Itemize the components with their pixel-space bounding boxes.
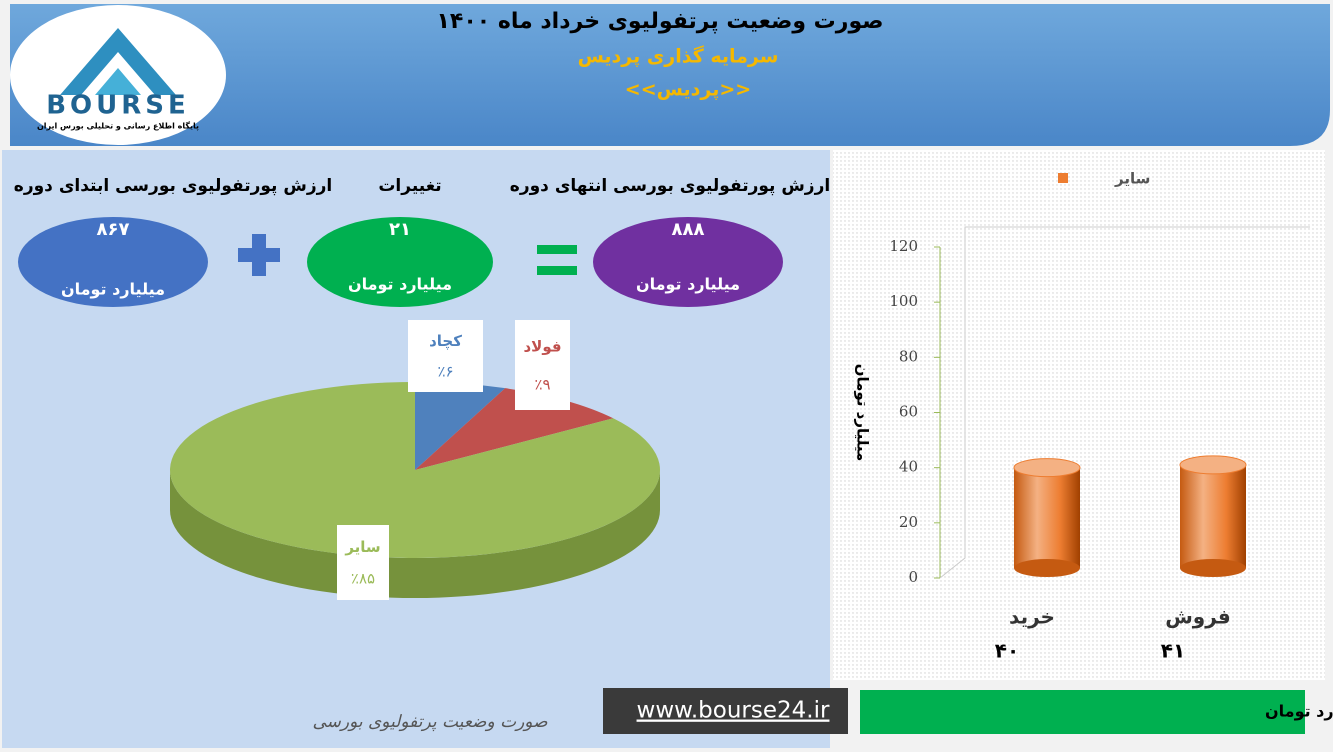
pie-slice bbox=[169, 382, 660, 558]
right-panel bbox=[833, 150, 1325, 680]
pie-label-box bbox=[408, 320, 483, 392]
bar-bottom bbox=[1180, 559, 1246, 577]
logo-shape bbox=[95, 68, 141, 95]
change-ellipse bbox=[307, 217, 493, 307]
profit-text: سود حاصل از واگذاری سهام: ۶میلیارد تومان bbox=[1265, 702, 1333, 721]
bar-top bbox=[1013, 458, 1081, 478]
y-tick-label: 0 bbox=[908, 568, 918, 586]
pie-value-label: ٪۶ bbox=[437, 362, 453, 380]
start-ellipse bbox=[18, 217, 208, 307]
start-label: ارزش پورتفولیوی بورسی ابتدای دوره bbox=[14, 176, 332, 196]
charts: کچاد ٪۶ فولاد ٪۹ سایر ٪۸۵ 0 20 40 60 80 100 120 میلیا… bbox=[169, 170, 1310, 663]
y-axis-label: میلیارد تومان bbox=[854, 364, 872, 462]
end-value: ۸۸۸ bbox=[672, 219, 705, 240]
profit-box bbox=[860, 690, 1305, 734]
pie-label-box bbox=[515, 320, 570, 410]
pie-value-label: ٪۸۵ bbox=[351, 570, 375, 588]
bar bbox=[1014, 467, 1080, 568]
title: صورت وضعیت پرتفولیوی خرداد ماه ۱۴۰۰ bbox=[436, 9, 883, 34]
website-box bbox=[603, 688, 848, 734]
website: www.bourse24.ir bbox=[637, 698, 830, 724]
end-unit: میلیارد تومان bbox=[636, 275, 740, 294]
pie-label: سایر bbox=[344, 538, 380, 556]
y-tick-label: 40 bbox=[899, 458, 918, 476]
pie-label-box bbox=[337, 525, 389, 600]
change-value: ۲۱ bbox=[389, 219, 411, 240]
logo-shape bbox=[60, 28, 176, 95]
y-tick-label: 120 bbox=[889, 237, 918, 255]
subtitle: سرمایه گذاری پردیس bbox=[578, 45, 779, 68]
bar-value-label: ۴۰ bbox=[995, 639, 1019, 663]
x-tick-label: فروش bbox=[1165, 605, 1231, 629]
back-wall bbox=[939, 226, 1310, 579]
y-tick-label: 60 bbox=[899, 403, 918, 421]
legend-swatch bbox=[1058, 173, 1068, 183]
logo-text: BOURSE bbox=[46, 91, 190, 121]
change-unit: میلیارد تومان bbox=[348, 275, 452, 294]
symbol: <<پردیس>> bbox=[625, 79, 751, 101]
equals-sign bbox=[537, 245, 577, 254]
x-tick-label: خرید bbox=[1009, 605, 1055, 629]
bar-bottom bbox=[1014, 559, 1080, 577]
pie-label: فولاد bbox=[523, 338, 561, 356]
footer-caption: صورت وضعیت پرتفولیوی بورسی bbox=[312, 712, 548, 732]
bar-value-label: ۴۱ bbox=[1161, 639, 1185, 663]
change-label: تغییرات bbox=[378, 176, 441, 196]
start-unit: میلیارد تومان bbox=[61, 280, 165, 299]
header-band bbox=[10, 4, 1330, 146]
bar bbox=[1180, 464, 1246, 568]
pie-value-label: ٪۹ bbox=[534, 375, 550, 393]
logo-caption: پایگاه اطلاع رسانی و تحلیلی بورس ایران bbox=[37, 121, 199, 132]
pie-label: کچاد bbox=[429, 332, 462, 351]
legend-label: سایر bbox=[1114, 170, 1150, 188]
y-tick-label: 80 bbox=[899, 347, 918, 365]
bar-top bbox=[1179, 455, 1247, 475]
equals-sign bbox=[537, 266, 577, 275]
y-tick-label: 20 bbox=[899, 513, 918, 531]
end-label: ارزش پورتفولیوی بورسی انتهای دوره bbox=[510, 176, 830, 196]
plus-sign bbox=[238, 234, 280, 276]
pie-slice bbox=[415, 382, 506, 470]
start-value: ۸۶۷ bbox=[97, 219, 130, 240]
end-ellipse bbox=[593, 217, 783, 307]
y-tick-label: 100 bbox=[889, 292, 918, 310]
pie-side bbox=[170, 470, 660, 598]
